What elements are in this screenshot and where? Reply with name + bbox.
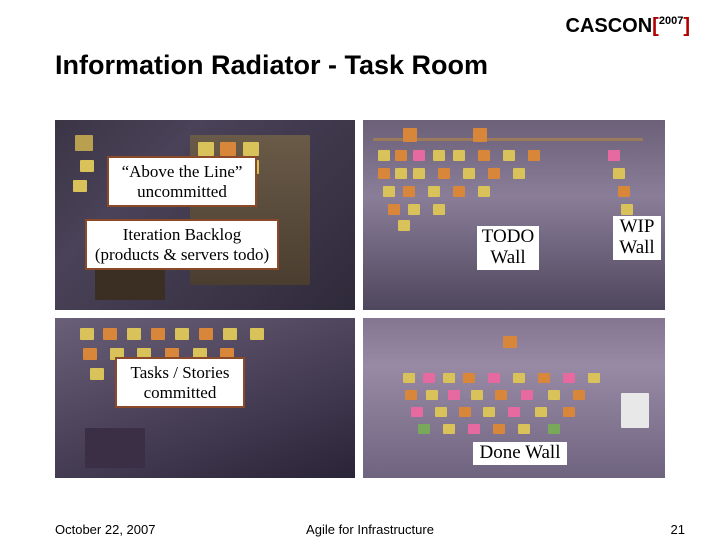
footer-page: 21 <box>671 522 685 537</box>
overlay-wip-wall: WIPWall <box>613 216 661 260</box>
callout-tasks-committed: Tasks / Storiescommitted <box>115 357 245 408</box>
footer-center: Agile for Infrastructure <box>55 522 685 537</box>
callout-above-line: “Above the Line”uncommitted <box>107 156 257 207</box>
photo-todo-wip-wall <box>363 120 665 310</box>
photo-backlog-wall <box>55 120 355 310</box>
slide-title: Information Radiator - Task Room <box>55 50 488 81</box>
conference-logo: CASCON[2007] <box>566 15 691 38</box>
logo-bracket-close: ] <box>683 15 690 37</box>
callout-iteration-backlog: Iteration Backlog(products & servers tod… <box>85 219 279 270</box>
overlay-done-wall: Done Wall <box>473 442 567 465</box>
overlay-todo-wall: TODOWall <box>477 226 539 270</box>
content-area: “Above the Line”uncommitted Iteration Ba… <box>55 120 665 480</box>
logo-year: 2007 <box>659 15 683 27</box>
logo-brand: CASCON <box>566 15 653 37</box>
logo-bracket-open: [ <box>652 15 659 37</box>
